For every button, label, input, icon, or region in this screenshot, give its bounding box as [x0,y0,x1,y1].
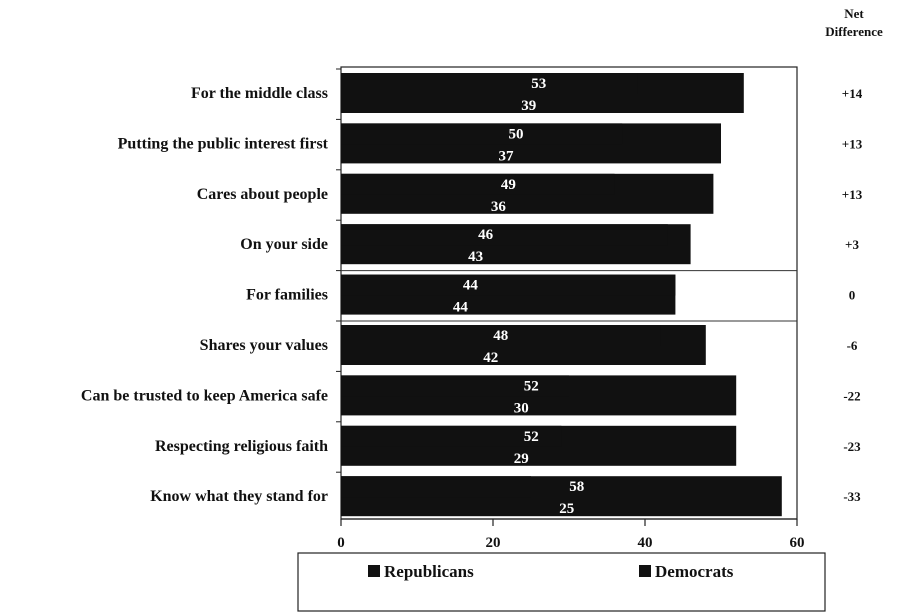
data-label-upper-can-be-trusted-to-keep-america-safe: 52 [524,378,539,394]
data-label-upper-for-families: 44 [463,278,479,294]
net-difference-can-be-trusted-to-keep-america-safe: -22 [843,388,860,403]
net-difference-header-line-2: Difference [825,24,883,39]
category-label-putting-the-public-interest-first: Putting the public interest first [118,135,329,152]
legend-box [297,552,826,612]
data-label-lower-for-the-middle-class: 39 [521,98,536,114]
net-difference-putting-the-public-interest-first: +13 [842,136,863,151]
category-label-for-families: For families [246,287,328,304]
legend: Republicans Democrats [297,552,826,612]
bar-republicans-can-be-trusted-to-keep-america-safe [341,375,569,397]
net-difference-values: +14 +13 +13 +3 0 -6 -22 -23 -33 [842,86,863,504]
x-axis: 0 20 40 60 [336,68,805,551]
bar-republicans-putting-the-public-interest-first [341,123,623,145]
bar-republicans-know-what-they-stand-for [341,476,531,498]
net-difference-for-families: 0 [849,288,856,303]
data-label-upper-shares-your-values: 48 [493,328,508,344]
data-label-upper-putting-the-public-interest-first: 50 [509,126,524,142]
bar-republicans-cares-about-people [341,173,615,195]
data-label-lower-shares-your-values: 42 [483,350,498,366]
net-difference-respecting-religious-faith: -23 [843,439,861,454]
x-tick-label-60: 60 [790,535,805,551]
legend-label-republicans: Republicans [384,562,474,581]
net-difference-know-what-they-stand-for: -33 [843,489,861,504]
category-label-on-your-side: On your side [240,236,328,253]
x-tick-label-20: 20 [486,535,501,551]
data-label-lower-for-families: 44 [453,300,469,316]
data-label-lower-know-what-they-stand-for: 25 [559,501,574,517]
data-label-upper-respecting-religious-faith: 52 [524,429,539,445]
legend-label-democrats: Democrats [655,562,734,581]
data-label-lower-on-your-side: 43 [468,249,483,265]
data-label-lower-cares-about-people: 36 [491,199,507,215]
data-label-lower-can-be-trusted-to-keep-america-safe: 30 [514,400,529,416]
bar-republicans-for-the-middle-class [341,73,638,94]
data-label-upper-on-your-side: 46 [478,227,494,243]
net-difference-header-line-1: Net [844,6,864,21]
category-label-for-the-middle-class: For the middle class [191,85,328,102]
category-label-respecting-religious-faith: Respecting religious faith [155,438,328,455]
category-label-know-what-they-stand-for: Know what they stand for [150,488,328,505]
data-label-upper-know-what-they-stand-for: 58 [569,479,584,495]
bar-republicans-shares-your-values [341,325,661,346]
net-difference-cares-about-people: +13 [842,187,863,202]
net-difference-shares-your-values: -6 [847,338,858,353]
data-label-lower-putting-the-public-interest-first: 37 [499,148,515,164]
data-label-lower-respecting-religious-faith: 29 [514,451,529,467]
bar-republicans-respecting-religious-faith [341,425,562,447]
category-label-can-be-trusted-to-keep-america-safe: Can be trusted to keep America safe [81,387,328,404]
category-label-shares-your-values: Shares your values [200,337,328,354]
bar-republicans-for-families [341,274,676,296]
net-difference-for-the-middle-class: +14 [842,86,863,101]
bar-republicans-on-your-side [341,224,668,246]
legend-swatch-republicans [368,565,380,577]
data-label-upper-for-the-middle-class: 53 [531,76,546,92]
bars: 53 39 50 37 49 36 46 43 44 44 48 42 52 30 52 29 58 25 [341,73,782,517]
x-tick-label-0: 0 [337,535,345,551]
legend-swatch-democrats [639,565,651,577]
net-difference-header: Net Difference [825,6,883,39]
net-difference-on-your-side: +3 [845,237,859,252]
x-tick-label-40: 40 [638,535,653,551]
category-labels: For the middle class Putting the public i… [81,85,329,505]
category-label-cares-about-people: Cares about people [197,186,328,203]
data-label-upper-cares-about-people: 49 [501,177,516,193]
